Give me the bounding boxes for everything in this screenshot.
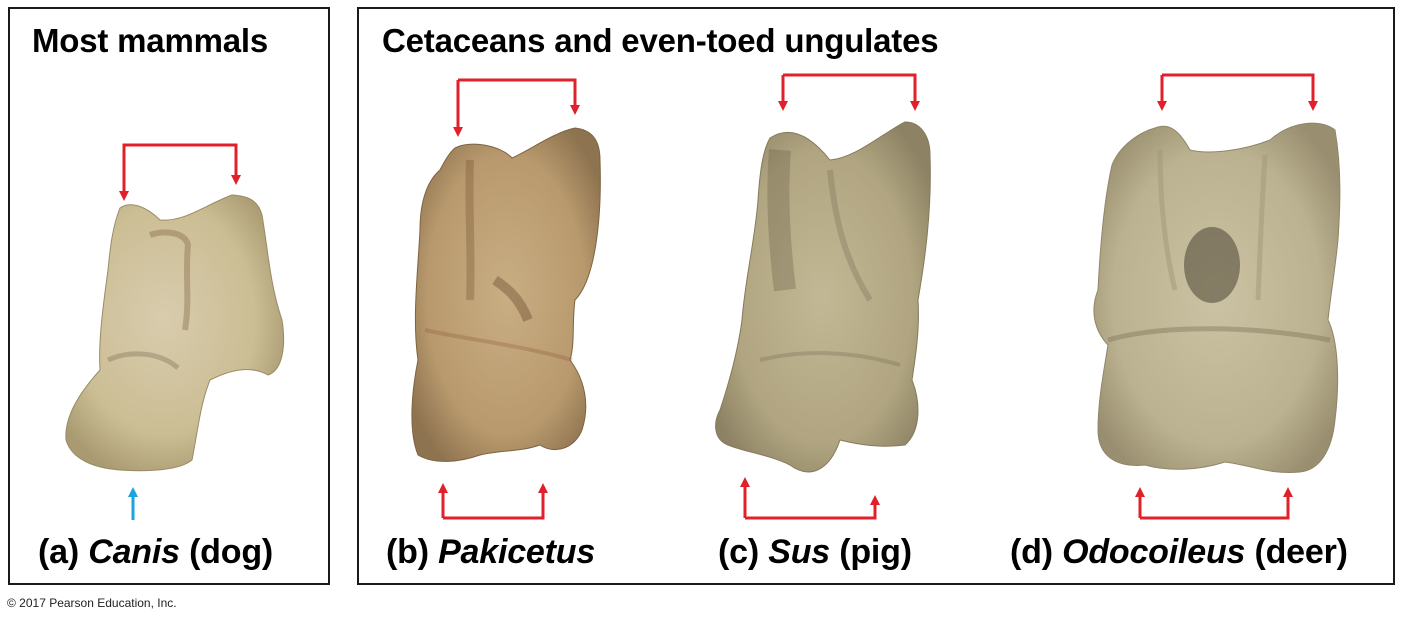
caption-genus: Odocoileus (1062, 533, 1246, 571)
caption-common: (pig) (839, 533, 912, 571)
arrow-top-sus (778, 73, 920, 111)
caption-pakicetus: (b) Pakicetus (386, 533, 595, 572)
arrow-top-pakicetus (453, 78, 580, 137)
arrow-bottom-pakicetus (438, 483, 548, 520)
arrow-bottom-odocoileus (1135, 487, 1293, 520)
caption-letter: (c) (718, 533, 759, 571)
caption-letter: (a) (38, 533, 79, 571)
panel-heading-right: Cetaceans and even-toed ungulates (382, 22, 939, 59)
caption-odocoileus: (d) Odocoileus (deer) (1010, 533, 1348, 572)
bone-sus (715, 121, 931, 473)
caption-letter: (b) (386, 533, 429, 571)
panel-heading-left: Most mammals (32, 22, 269, 59)
bone-canis (65, 194, 285, 472)
caption-letter: (d) (1010, 533, 1053, 571)
caption-canis: (a) Canis (dog) (38, 533, 273, 572)
panel-most-mammals (8, 7, 330, 585)
arrow-top-odocoileus (1157, 73, 1318, 111)
copyright-notice: © 2017 Pearson Education, Inc. (7, 596, 177, 610)
caption-genus: Pakicetus (438, 533, 596, 571)
caption-genus: Sus (768, 533, 830, 571)
bone-odocoileus (1093, 122, 1341, 474)
arrow-top-canis (119, 143, 241, 201)
caption-common: (dog) (189, 533, 274, 571)
bone-pakicetus (411, 127, 601, 462)
caption-common: (deer) (1254, 533, 1348, 571)
caption-genus: Canis (88, 533, 180, 571)
arrow-bottom-sus (740, 477, 880, 520)
panel-cetaceans-ungulates (357, 7, 1395, 585)
caption-sus: (c) Sus (pig) (718, 533, 912, 572)
